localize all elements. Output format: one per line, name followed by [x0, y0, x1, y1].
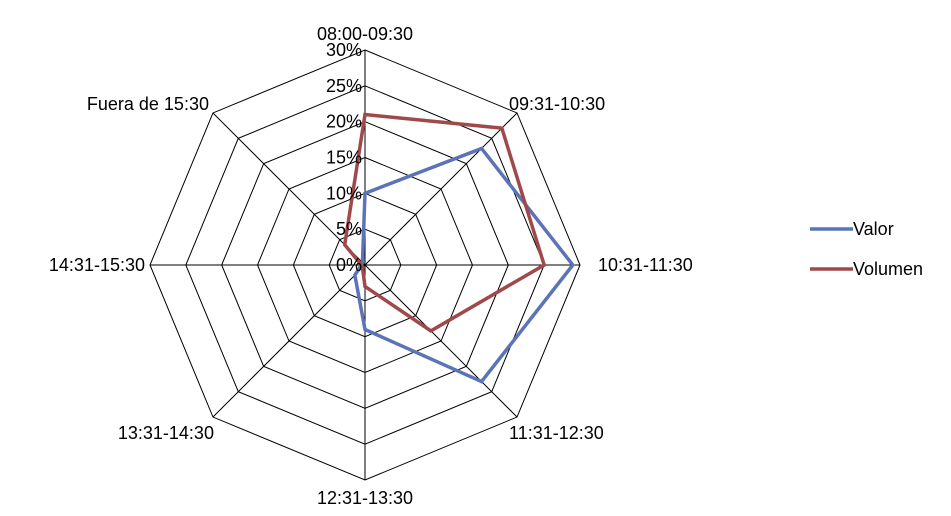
radial-tick-label: 10%: [326, 183, 362, 203]
category-label: Fuera de 15:30: [87, 94, 209, 114]
radial-tick-label: 15%: [326, 148, 362, 168]
legend: Valor Volumen: [810, 219, 923, 279]
category-label: 12:31-13:30: [317, 488, 413, 508]
category-label: 09:31-10:30: [509, 94, 605, 114]
legend-label-volumen: Volumen: [853, 259, 923, 279]
category-label: 11:31-12:30: [509, 423, 604, 443]
radial-tick-label: 5%: [336, 219, 362, 239]
series-lines: [342, 112, 576, 384]
radial-tick-labels: 0% 5% 10% 15% 20% 25% 30%: [326, 40, 362, 275]
series-line-volumen: [342, 112, 547, 333]
spokes: [150, 50, 580, 480]
category-label: 10:31-11:30: [598, 255, 693, 275]
category-labels: 08:00-09:30 09:31-10:30 10:31-11:30 11:31-1…: [49, 24, 693, 508]
radial-tick-label: 30%: [326, 40, 362, 60]
spoke-line: [212, 112, 366, 266]
legend-label-valor: Valor: [853, 219, 894, 239]
radial-tick-label: 20%: [326, 112, 362, 132]
category-label: 14:31-15:30: [49, 255, 145, 275]
radial-tick-label: 25%: [326, 76, 362, 96]
spoke-line: [364, 264, 518, 418]
category-label: 13:31-14:30: [118, 423, 214, 443]
category-label: 08:00-09:30: [317, 24, 413, 44]
spoke-line: [212, 264, 366, 418]
spoke-line: [364, 112, 518, 266]
radial-tick-label: 0%: [336, 255, 362, 275]
